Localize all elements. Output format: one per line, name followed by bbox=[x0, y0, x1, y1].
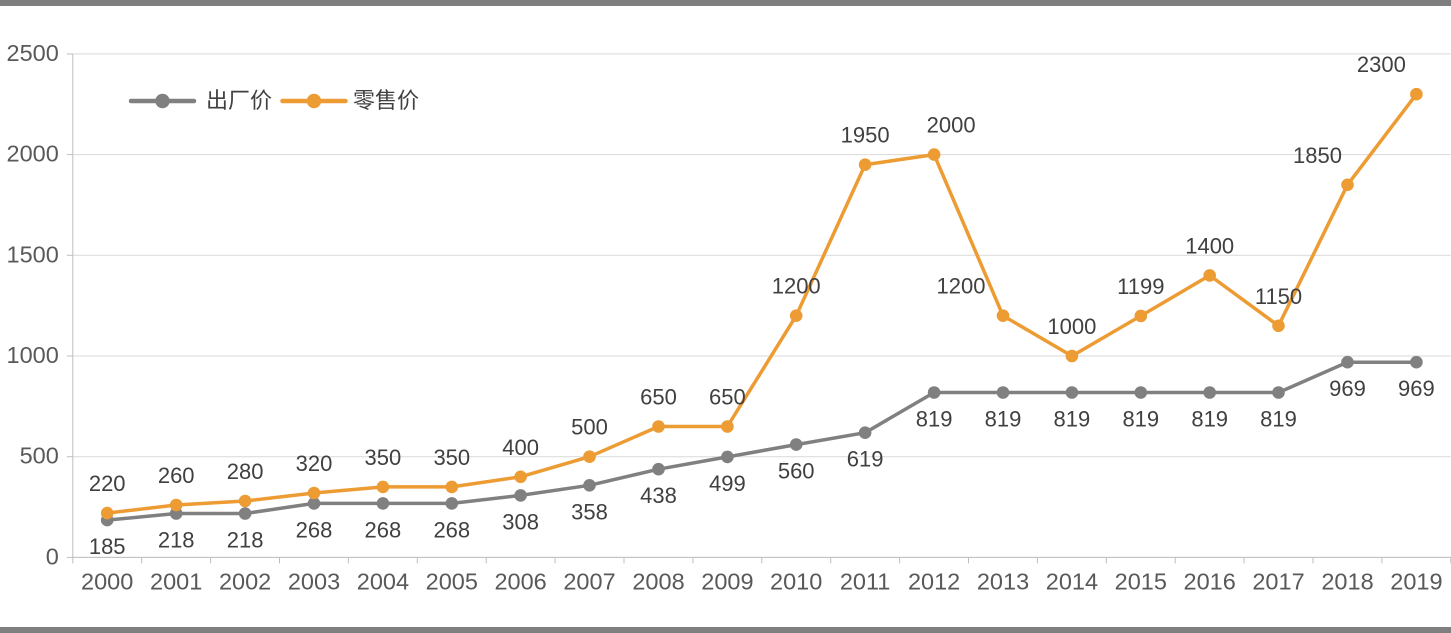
svg-text:185: 185 bbox=[89, 534, 126, 559]
svg-text:218: 218 bbox=[158, 528, 195, 553]
svg-text:2300: 2300 bbox=[1357, 52, 1406, 77]
svg-text:1199: 1199 bbox=[1117, 274, 1164, 299]
svg-text:650: 650 bbox=[709, 385, 746, 410]
svg-text:268: 268 bbox=[296, 517, 333, 542]
svg-text:1200: 1200 bbox=[772, 274, 821, 299]
svg-text:218: 218 bbox=[227, 528, 264, 553]
svg-text:280: 280 bbox=[227, 459, 264, 484]
svg-text:220: 220 bbox=[89, 471, 126, 496]
svg-text:1000: 1000 bbox=[1047, 314, 1096, 339]
svg-text:零售价: 零售价 bbox=[353, 88, 419, 113]
svg-text:2017: 2017 bbox=[1252, 568, 1304, 594]
svg-text:1400: 1400 bbox=[1185, 233, 1234, 258]
svg-text:2007: 2007 bbox=[563, 568, 615, 594]
svg-text:2010: 2010 bbox=[770, 568, 822, 594]
svg-text:358: 358 bbox=[571, 499, 608, 524]
svg-text:2004: 2004 bbox=[357, 568, 409, 594]
svg-text:1950: 1950 bbox=[841, 123, 890, 148]
svg-text:2014: 2014 bbox=[1046, 568, 1098, 594]
svg-text:1150: 1150 bbox=[1255, 284, 1302, 309]
svg-text:1200: 1200 bbox=[937, 274, 986, 299]
svg-text:969: 969 bbox=[1398, 376, 1435, 401]
svg-text:1500: 1500 bbox=[7, 241, 59, 267]
svg-text:2000: 2000 bbox=[7, 141, 59, 167]
svg-text:819: 819 bbox=[1122, 407, 1159, 432]
svg-text:0: 0 bbox=[46, 543, 59, 569]
svg-text:400: 400 bbox=[502, 435, 539, 460]
svg-text:2011: 2011 bbox=[840, 568, 891, 594]
svg-text:819: 819 bbox=[1260, 407, 1297, 432]
svg-text:出厂价: 出厂价 bbox=[206, 88, 272, 113]
svg-text:619: 619 bbox=[847, 447, 884, 472]
svg-text:2019: 2019 bbox=[1390, 568, 1442, 594]
svg-text:2001: 2001 bbox=[150, 568, 202, 594]
svg-text:2005: 2005 bbox=[426, 568, 478, 594]
svg-text:2013: 2013 bbox=[977, 568, 1029, 594]
svg-text:2018: 2018 bbox=[1321, 568, 1373, 594]
svg-text:500: 500 bbox=[571, 415, 608, 440]
svg-text:350: 350 bbox=[433, 445, 470, 470]
svg-text:2002: 2002 bbox=[219, 568, 271, 594]
svg-text:2015: 2015 bbox=[1115, 568, 1167, 594]
svg-text:260: 260 bbox=[158, 463, 195, 488]
svg-text:819: 819 bbox=[1191, 407, 1228, 432]
svg-text:438: 438 bbox=[640, 483, 677, 508]
svg-text:268: 268 bbox=[365, 517, 402, 542]
svg-text:1850: 1850 bbox=[1293, 143, 1342, 168]
svg-text:2000: 2000 bbox=[927, 113, 976, 138]
svg-text:1000: 1000 bbox=[7, 342, 59, 368]
svg-text:500: 500 bbox=[20, 443, 59, 469]
svg-text:2016: 2016 bbox=[1184, 568, 1236, 594]
svg-text:2500: 2500 bbox=[7, 40, 59, 66]
svg-text:308: 308 bbox=[502, 509, 539, 534]
svg-text:650: 650 bbox=[640, 385, 677, 410]
svg-text:268: 268 bbox=[433, 517, 470, 542]
svg-text:819: 819 bbox=[916, 407, 953, 432]
svg-text:2009: 2009 bbox=[701, 568, 753, 594]
svg-text:320: 320 bbox=[296, 451, 333, 476]
svg-text:2006: 2006 bbox=[494, 568, 546, 594]
svg-text:819: 819 bbox=[985, 407, 1022, 432]
svg-text:499: 499 bbox=[709, 471, 746, 496]
svg-text:350: 350 bbox=[365, 445, 402, 470]
svg-text:969: 969 bbox=[1329, 376, 1366, 401]
svg-text:2000: 2000 bbox=[81, 568, 133, 594]
svg-text:2003: 2003 bbox=[288, 568, 340, 594]
svg-text:560: 560 bbox=[778, 459, 815, 484]
svg-text:2012: 2012 bbox=[908, 568, 960, 594]
svg-text:819: 819 bbox=[1054, 407, 1091, 432]
svg-text:2008: 2008 bbox=[632, 568, 684, 594]
